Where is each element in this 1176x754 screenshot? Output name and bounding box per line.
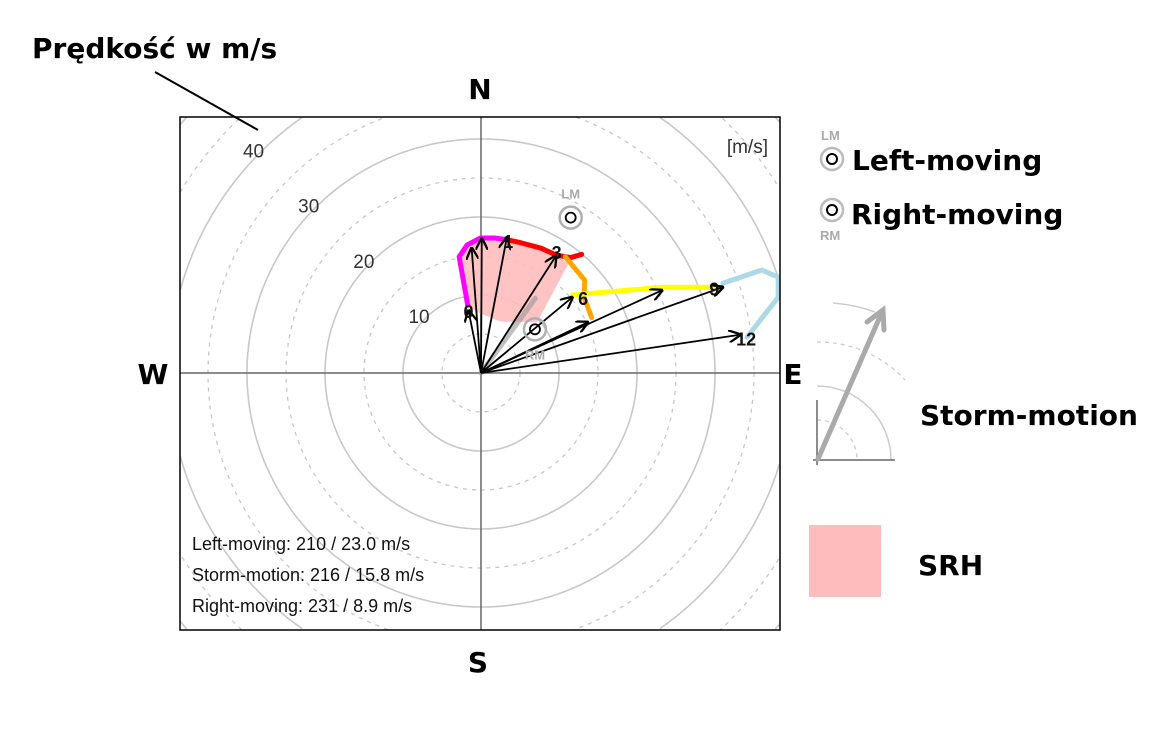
wind-vector-4 bbox=[480, 256, 556, 374]
legend-lm-tag: LM bbox=[821, 128, 840, 143]
wind-vector-7 bbox=[480, 290, 662, 374]
legend-storm-motion: Storm-motion bbox=[920, 399, 1138, 432]
info-right-moving: Right-moving: 231 / 8.9 m/s bbox=[192, 596, 412, 616]
height-label-3: 3 bbox=[552, 243, 562, 263]
left-moving-legend-icon bbox=[819, 146, 845, 172]
ring-40 bbox=[180, 117, 780, 630]
ring-50 bbox=[180, 117, 780, 630]
compass-s: S bbox=[468, 646, 488, 679]
rm-dot-icon bbox=[529, 323, 541, 336]
storm-motion-vector bbox=[478, 295, 538, 376]
lm-dot-icon bbox=[564, 211, 577, 224]
right-moving-marker: RM bbox=[522, 317, 548, 362]
rm-tag: RM bbox=[525, 347, 545, 362]
legend-rm-tag: RM bbox=[820, 228, 840, 243]
lm-tag: LM bbox=[561, 187, 580, 202]
right-moving-legend-icon bbox=[819, 197, 845, 223]
ring-label-40: 40 bbox=[243, 142, 264, 163]
ring-label-30: 30 bbox=[298, 197, 319, 218]
wind-vector-3 bbox=[480, 238, 507, 374]
plot-frame bbox=[179, 116, 781, 631]
lm-ring-icon bbox=[558, 205, 583, 230]
compass-n: N bbox=[468, 73, 491, 106]
speed-pointer-line bbox=[154, 71, 259, 131]
legend-left-moving: Left-moving bbox=[852, 144, 1042, 177]
srh-area bbox=[459, 238, 569, 323]
srh-legend-swatch bbox=[809, 525, 881, 597]
wind-vector-1 bbox=[472, 248, 482, 374]
legend-right-moving: Right-moving bbox=[851, 198, 1063, 231]
ring-dashed-35 bbox=[207, 117, 755, 630]
wind-vector-8 bbox=[480, 287, 723, 374]
height-label-0: 0 bbox=[464, 302, 474, 322]
height-label-6: 6 bbox=[578, 289, 588, 309]
hodograph-segment-2 bbox=[562, 254, 595, 321]
height-label-1: 1 bbox=[503, 232, 513, 252]
rm-ring-icon bbox=[522, 317, 548, 342]
hodograph-segment-1 bbox=[504, 237, 585, 261]
height-label-9: 9 bbox=[709, 280, 719, 300]
info-left-moving: Left-moving: 210 / 23.0 m/s bbox=[192, 534, 410, 554]
hodograph-segment-3 bbox=[569, 284, 720, 298]
left-moving-legend-dot-icon bbox=[826, 153, 838, 165]
left-moving-marker: LM bbox=[558, 187, 583, 230]
hodograph-segment-0 bbox=[456, 235, 510, 308]
storm-motion-legend-icon bbox=[813, 302, 906, 465]
info-storm-motion: Storm-motion: 216 / 15.8 m/s bbox=[192, 565, 424, 585]
right-moving-legend-dot-icon bbox=[826, 204, 838, 216]
wind-vector-0 bbox=[469, 311, 482, 374]
compass-e: E bbox=[783, 358, 802, 391]
compass-w: W bbox=[138, 358, 169, 391]
legend: LM Left-moving RM Right-moving Storm-mot… bbox=[809, 128, 1138, 597]
speed-title: Prędkość w m/s bbox=[32, 32, 277, 65]
unit-label: [m/s] bbox=[727, 137, 768, 158]
height-label-12: 12 bbox=[736, 329, 756, 349]
ring-label-20: 20 bbox=[353, 252, 374, 273]
legend-srh: SRH bbox=[918, 549, 983, 582]
ring-label-10: 10 bbox=[408, 307, 429, 328]
wind-vector-2 bbox=[481, 239, 482, 374]
ring-dashed-45 bbox=[180, 117, 780, 630]
hodograph-segment-4 bbox=[720, 267, 780, 340]
wind-vector-9 bbox=[480, 335, 740, 374]
plot-area: 0 1 3 6 9 12 LM RM bbox=[180, 117, 780, 630]
